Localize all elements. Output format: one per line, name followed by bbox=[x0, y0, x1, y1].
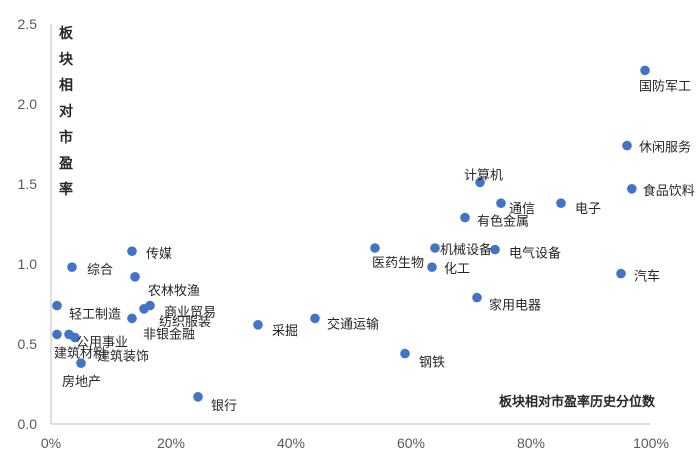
axes bbox=[50, 24, 651, 425]
point-label: 计算机 bbox=[464, 168, 503, 183]
point-label: 采掘 bbox=[272, 324, 298, 339]
y-tick-label: 1.0 bbox=[18, 256, 38, 272]
y-axis-label-char: 块 bbox=[59, 52, 74, 68]
y-axis-label-char: 率 bbox=[59, 181, 73, 198]
data-point bbox=[310, 313, 320, 324]
point-label: 传媒 bbox=[146, 247, 172, 262]
y-axis-label-char: 市 bbox=[59, 129, 73, 146]
data-point bbox=[490, 244, 500, 255]
point-label: 轻工制造 bbox=[69, 308, 121, 323]
data-point bbox=[76, 358, 86, 369]
point-label: 医药生物 bbox=[372, 256, 424, 271]
data-point bbox=[472, 292, 482, 303]
data-point bbox=[127, 246, 137, 256]
point-label: 交通运输 bbox=[327, 316, 379, 332]
y-tick-label: 0.5 bbox=[18, 336, 38, 352]
data-point bbox=[622, 140, 632, 151]
data-point bbox=[127, 313, 137, 324]
data-point bbox=[52, 329, 62, 340]
data-point bbox=[616, 268, 626, 279]
point-label: 通信 bbox=[509, 202, 535, 217]
data-point bbox=[427, 262, 437, 273]
point-label: 公用事业 bbox=[76, 335, 128, 350]
data-point bbox=[253, 320, 263, 330]
data-point bbox=[430, 243, 440, 253]
tick-labels: 0% 20% 40% 60% 80% 100% 0.0 0.5 1.0 1.5 2.0 2.5 bbox=[18, 16, 669, 451]
data-point bbox=[400, 348, 410, 359]
data-point bbox=[139, 304, 149, 314]
data-point bbox=[640, 65, 650, 76]
data-point bbox=[67, 262, 77, 273]
x-tick-label: 40% bbox=[277, 435, 305, 451]
data-point bbox=[52, 300, 62, 311]
point-label: 机械设备 bbox=[440, 242, 492, 258]
x-tick-label: 100% bbox=[633, 435, 669, 451]
y-tick-label: 1.5 bbox=[18, 176, 38, 192]
data-point bbox=[193, 392, 203, 402]
y-axis-label: 板块相对市盈率 bbox=[58, 25, 74, 198]
point-label: 休闲服务 bbox=[639, 140, 691, 156]
x-tick-label: 80% bbox=[517, 435, 545, 451]
data-point bbox=[370, 243, 380, 253]
point-label: 有色金属 bbox=[477, 214, 529, 230]
point-label: 汽车 bbox=[634, 269, 660, 285]
point-label: 房地产 bbox=[62, 374, 101, 390]
point-label: 非银金融 bbox=[143, 326, 195, 342]
point-label: 钢铁 bbox=[419, 356, 445, 371]
data-point bbox=[70, 332, 80, 343]
data-points bbox=[52, 65, 650, 402]
y-tick-label: 2.5 bbox=[18, 16, 38, 32]
y-tick-label: 0.0 bbox=[18, 416, 38, 432]
point-label: 综合 bbox=[87, 263, 113, 278]
point-label: 商业贸易 bbox=[164, 306, 216, 321]
y-axis-label-char: 对 bbox=[59, 103, 73, 120]
point-label: 食品饮料 bbox=[643, 183, 695, 199]
x-tick-label: 20% bbox=[157, 435, 185, 451]
y-axis-label-char: 相 bbox=[59, 77, 73, 94]
point-label: 电气设备 bbox=[509, 246, 561, 262]
point-label: 农林牧渔 bbox=[148, 284, 200, 299]
y-axis-label-char: 板 bbox=[59, 25, 74, 42]
data-point bbox=[496, 198, 506, 208]
y-tick-label: 2.0 bbox=[18, 96, 38, 112]
x-tick-label: 60% bbox=[397, 435, 425, 451]
data-point bbox=[130, 272, 140, 282]
x-axis-label: 板块相对市盈率历史分位数 bbox=[499, 394, 656, 410]
point-label: 电子 bbox=[575, 202, 601, 217]
x-tick-label: 0% bbox=[41, 435, 61, 451]
point-label: 化工 bbox=[444, 262, 470, 277]
point-label: 国防军工 bbox=[639, 78, 691, 94]
point-label: 银行 bbox=[211, 399, 237, 414]
point-label: 建筑装饰 bbox=[97, 349, 149, 365]
point-label: 建筑材料 bbox=[54, 345, 106, 361]
point-label: 纺织服装 bbox=[159, 315, 211, 330]
data-point bbox=[627, 184, 637, 194]
point-label: 家用电器 bbox=[489, 298, 541, 314]
data-point bbox=[556, 198, 566, 208]
data-point bbox=[460, 212, 470, 223]
data-point bbox=[475, 177, 485, 188]
y-axis-label-char: 盈 bbox=[58, 156, 73, 172]
